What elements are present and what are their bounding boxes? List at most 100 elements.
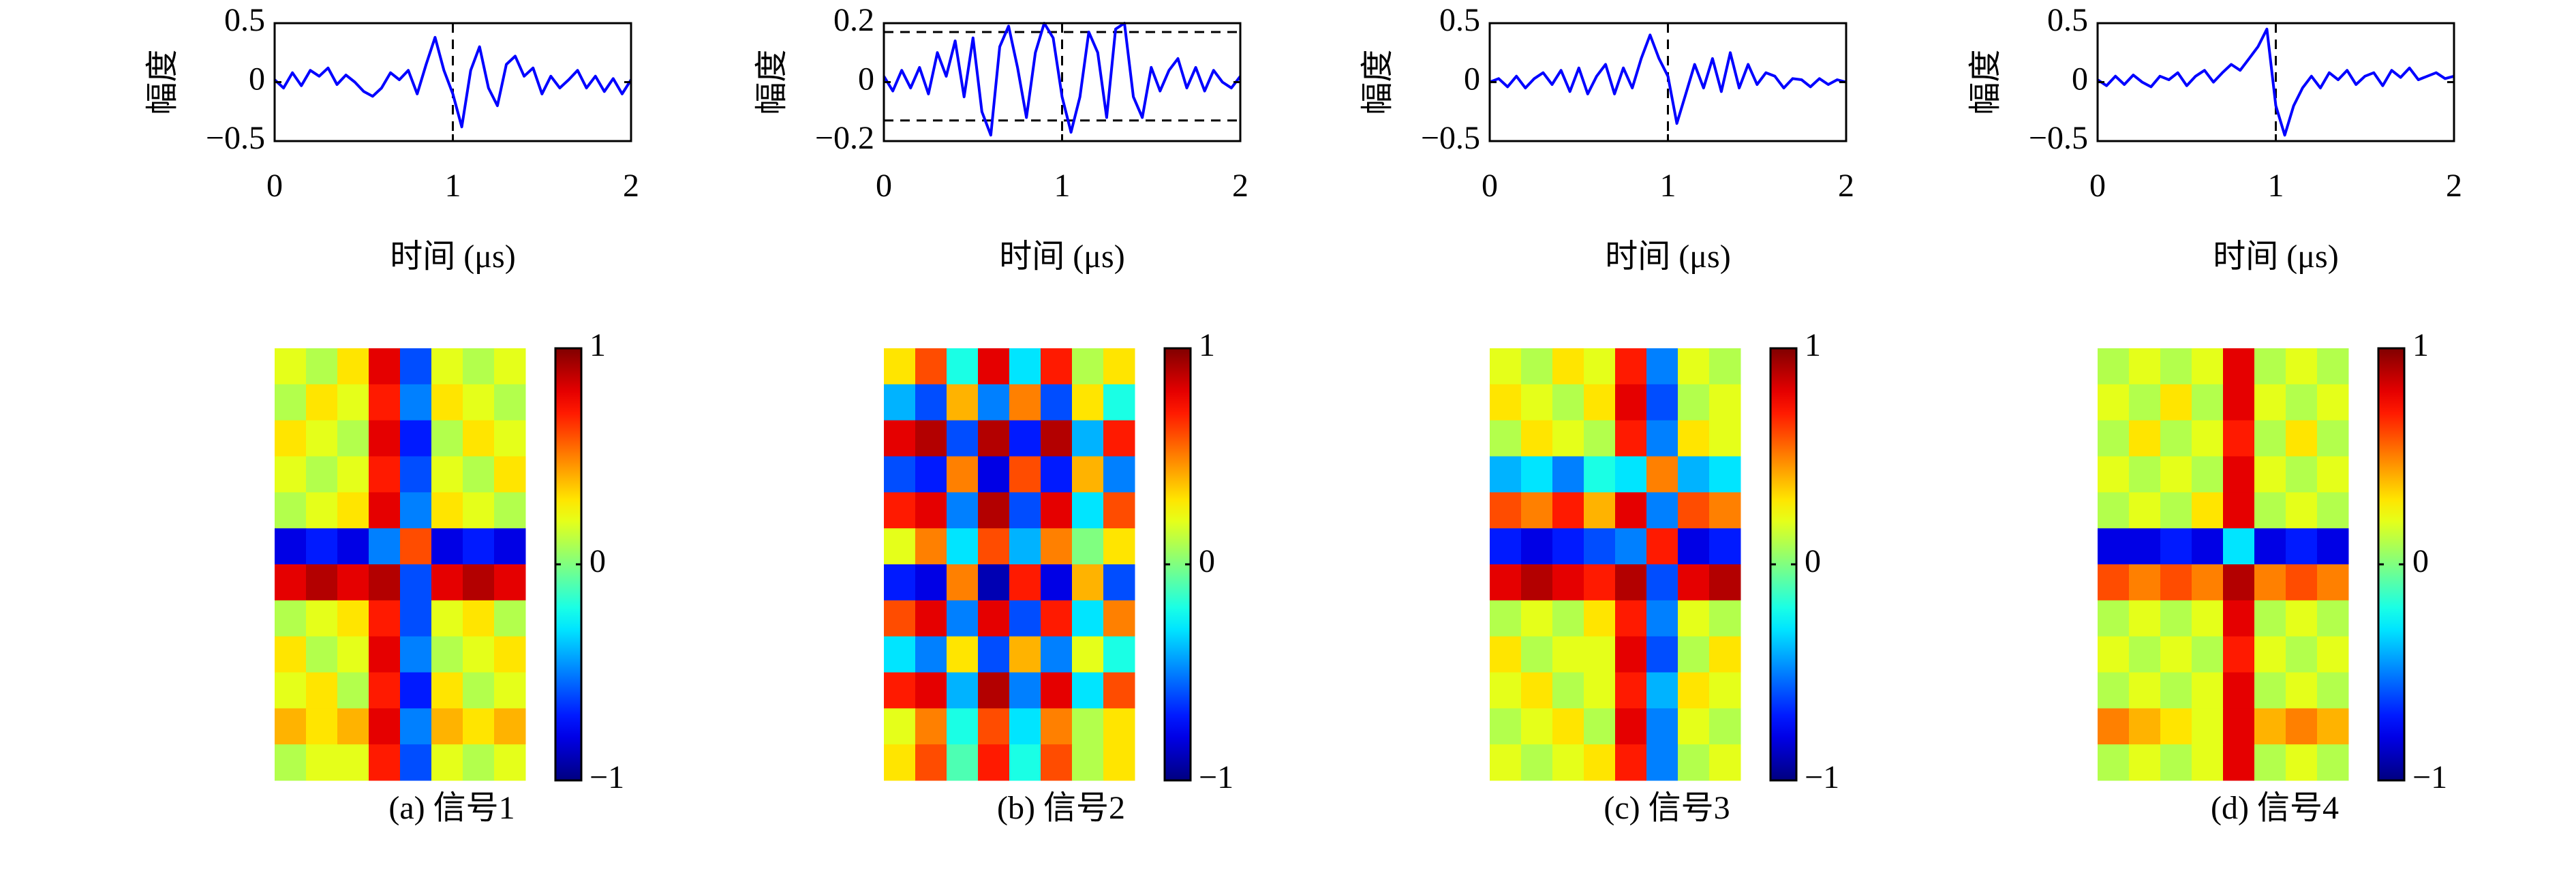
heatmap-cell [400, 528, 432, 565]
heatmap-cell [1615, 600, 1647, 637]
heatmap-cell [306, 384, 338, 421]
x-tick-label: 1 [1054, 168, 1071, 204]
heatmap-cell [2192, 384, 2224, 421]
heatmap-cell [2223, 528, 2255, 565]
heatmap-cell [1490, 420, 1522, 457]
colorbar-tick-label: 0 [1805, 543, 1821, 579]
heatmap-cell [369, 456, 401, 493]
heatmap-cell [1646, 672, 1678, 709]
heatmap-cell [1041, 456, 1073, 493]
heatmap-cell [400, 492, 432, 529]
heatmap-cell [275, 708, 307, 745]
heatmap-cell [1678, 384, 1710, 421]
heatmap-cell [275, 348, 307, 385]
heatmap-cell [2160, 492, 2192, 529]
heatmap-cell [1009, 636, 1041, 673]
heatmap-cell [2317, 348, 2349, 385]
heatmap-cell [947, 600, 979, 637]
heatmap-cell [369, 420, 401, 457]
heatmap-cell [1009, 528, 1041, 565]
heatmap-cell [2286, 420, 2318, 457]
heatmap-cell [1521, 744, 1553, 781]
heatmap-cell [1646, 744, 1678, 781]
heatmap-cell [2098, 456, 2130, 493]
heatmap-cell [369, 600, 401, 637]
heatmap-cell [1709, 672, 1741, 709]
heatmap-cell [2192, 492, 2224, 529]
heatmap-cell [1709, 600, 1741, 637]
heatmap-cell [2160, 600, 2192, 637]
heatmap-cell [2192, 600, 2224, 637]
heatmap-cell [1490, 564, 1522, 601]
heatmap-cell [337, 348, 369, 385]
heatmap-cell [494, 636, 526, 673]
heatmap-cell [400, 636, 432, 673]
heatmap-cell [947, 492, 979, 529]
heatmap-cell [2286, 636, 2318, 673]
heatmap-cell [431, 564, 463, 601]
heatmap-cell [494, 492, 526, 529]
heatmap-cell [915, 672, 947, 709]
heatmap-cell [2160, 348, 2192, 385]
colorbar-tick-label: 0 [1199, 543, 1215, 579]
heatmap-cell [2223, 492, 2255, 529]
heatmap-cell [1009, 456, 1041, 493]
heatmap-cell [1103, 492, 1135, 529]
heatmap-cell [915, 636, 947, 673]
heatmap-cell [275, 528, 307, 565]
heatmap-cell [947, 420, 979, 457]
heatmap-cell [431, 348, 463, 385]
colorbar-tick-label: −1 [1805, 759, 1839, 795]
heatmap-cell [2098, 348, 2130, 385]
heatmap-cell [2160, 420, 2192, 457]
heatmap-cell [1490, 456, 1522, 493]
heatmap-cell [1009, 600, 1041, 637]
heatmap-cell [306, 420, 338, 457]
heatmap-cell [2160, 528, 2192, 565]
heatmap-cell [1009, 384, 1041, 421]
heatmap-cell [2317, 708, 2349, 745]
x-axis-label: 时间 (μs) [999, 239, 1124, 275]
heatmap-cell [947, 672, 979, 709]
heatmap-cell [1615, 564, 1647, 601]
heatmap-cell [2254, 528, 2286, 565]
x-tick-label: 0 [1482, 168, 1498, 204]
heatmap-cell [2129, 672, 2161, 709]
heatmap-cell [2098, 564, 2130, 601]
heatmap-cell [2286, 528, 2318, 565]
heatmap-cell [884, 636, 916, 673]
x-tick-label: 0 [2089, 168, 2106, 204]
signal-line [2096, 27, 2455, 137]
heatmap-cell [1041, 492, 1073, 529]
heatmap-cell [978, 636, 1010, 673]
heatmap-cell [494, 420, 526, 457]
heatmap-cell [884, 456, 916, 493]
heatmap-cell [1072, 600, 1104, 637]
heatmap-cell [947, 384, 979, 421]
heatmap-cell [1072, 456, 1104, 493]
heatmap-cell [978, 348, 1010, 385]
heatmap-cell [1552, 636, 1584, 673]
heatmap-cell [369, 672, 401, 709]
heatmap-cell [463, 420, 495, 457]
y-tick-label: 0 [2072, 61, 2088, 97]
heatmap-cell [306, 744, 338, 781]
heatmap-cell [2192, 420, 2224, 457]
heatmap-cell [494, 744, 526, 781]
heatmap-cell [306, 492, 338, 529]
heatmap-cell [337, 420, 369, 457]
heatmap-cell [1521, 600, 1553, 637]
heatmap-cell [2098, 528, 2130, 565]
heatmap-cell [1584, 744, 1616, 781]
heatmap-cell [1009, 348, 1041, 385]
heatmap-cell [915, 492, 947, 529]
colorbar-tick-label: 1 [589, 327, 606, 363]
heatmap-cell [1072, 492, 1104, 529]
heatmap-cell [2129, 528, 2161, 565]
heatmap-cell [1678, 564, 1710, 601]
heatmap-cell [2160, 708, 2192, 745]
heatmap-cell [1072, 384, 1104, 421]
heatmap-cell [1584, 492, 1616, 529]
heatmap-cell [1072, 564, 1104, 601]
heatmap-cell [1584, 672, 1616, 709]
